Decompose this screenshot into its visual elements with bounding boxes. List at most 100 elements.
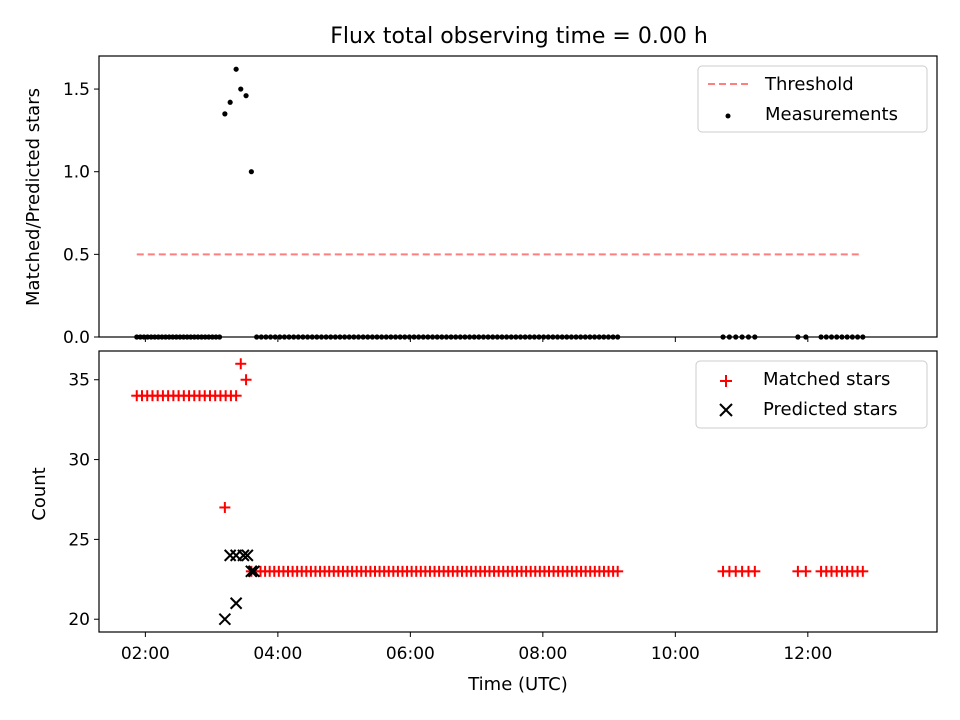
measurement-point: [828, 334, 835, 340]
legend-predicted-swatch: [719, 403, 733, 417]
measurement-point: [462, 334, 468, 340]
measurement-point: [610, 334, 616, 340]
measurement-point: [541, 334, 547, 340]
measurement-point: [476, 334, 482, 340]
measurement-point: [545, 334, 551, 340]
predicted-star-point: [237, 549, 250, 562]
matched-star-point: [219, 501, 231, 513]
bottom-y-axis-label: Count: [29, 467, 50, 520]
measurement-point: [374, 334, 380, 340]
measurement-point: [615, 334, 621, 340]
measurement-point: [155, 334, 161, 340]
bottom-x-tick-label: 02:00: [121, 644, 170, 664]
measurement-point: [587, 334, 593, 340]
chart-title: Flux total observing time = 0.00 h: [330, 24, 708, 49]
measurement-point: [238, 86, 244, 92]
measurement-point: [499, 334, 505, 340]
measurement-point: [188, 334, 194, 340]
bottom-plot-marks: [131, 358, 869, 626]
measurement-point: [392, 334, 399, 340]
top-y-axis-label: Matched/Predicted stars: [23, 88, 44, 306]
top-legend-box: [697, 65, 928, 133]
measurement-point: [494, 334, 500, 340]
measurement-point: [490, 334, 496, 340]
measurement-point: [295, 334, 301, 340]
measurement-point: [605, 334, 612, 340]
measurement-point: [531, 334, 537, 340]
predicted-star-point: [218, 613, 232, 626]
measurement-point: [152, 334, 158, 340]
bottom-y-ticks: 20 25 30 35: [68, 371, 99, 630]
measurement-point: [184, 334, 190, 340]
measurement-point: [406, 334, 413, 340]
measurement-point: [263, 334, 269, 340]
top-y-tick-label: 1.0: [63, 163, 90, 183]
measurement-point: [388, 334, 394, 340]
measurement-point: [272, 334, 278, 340]
predicted-star-point: [245, 565, 258, 578]
measurement-point: [365, 334, 371, 340]
measurement-point: [564, 334, 570, 340]
measurement-point: [397, 334, 403, 340]
bottom-x-tick-label: 06:00: [386, 644, 435, 664]
measurement-point: [159, 334, 165, 340]
measurement-point: [227, 99, 233, 105]
top-y-tick-label: 0.5: [63, 245, 90, 265]
measurement-point: [591, 334, 598, 340]
bottom-x-tick-label: 10:00: [651, 644, 700, 664]
measurement-point: [360, 334, 366, 340]
matched-star-point: [235, 358, 247, 370]
measurement-point: [170, 334, 176, 340]
measurement-point: [504, 334, 510, 340]
measurement-point: [198, 334, 205, 340]
measurement-point: [823, 334, 829, 340]
matched-star-point: [800, 565, 812, 577]
measurement-point: [209, 334, 215, 340]
measurement-point: [248, 169, 254, 175]
measurement-point: [745, 334, 752, 340]
measurement-point: [383, 334, 389, 340]
legend-matched-swatch: [720, 375, 732, 387]
measurement-point: [173, 334, 179, 340]
bottom-x-tick-label: 08:00: [518, 644, 567, 664]
measurement-point: [148, 334, 154, 340]
measurement-point: [720, 334, 726, 340]
measurement-point: [309, 334, 315, 340]
matched-star-point: [612, 565, 624, 577]
measurement-point: [332, 334, 338, 340]
measurement-point: [457, 334, 463, 340]
measurement-point: [202, 334, 208, 340]
measurement-point: [304, 334, 311, 340]
measurement-point: [141, 334, 147, 340]
measurement-point: [291, 334, 297, 340]
measurement-point: [726, 334, 732, 340]
measurement-point: [513, 334, 519, 340]
measurement-point: [191, 334, 197, 340]
measurement-point: [144, 334, 151, 340]
bottom-legend-box: [695, 360, 928, 429]
measurement-point: [550, 334, 556, 340]
measurement-point: [166, 334, 172, 340]
legend-measurements-label: Measurements: [765, 104, 898, 125]
matched-star-point: [230, 390, 242, 402]
measurement-point: [739, 334, 745, 340]
predicted-star-point: [247, 565, 261, 578]
top-panel: 0.0 0.5 1.0 1.5 Matched/Predicted stars Thr…: [23, 55, 938, 348]
legend-threshold-label: Threshold: [764, 74, 854, 95]
measurement-point: [527, 334, 533, 340]
measurement-point: [596, 334, 602, 340]
measurement-point: [854, 334, 861, 340]
measurement-point: [448, 334, 454, 340]
measurement-point: [420, 334, 426, 340]
measurement-point: [554, 334, 561, 340]
bottom-x-tick-label: 04:00: [253, 644, 302, 664]
measurement-point: [134, 334, 140, 340]
measurement-point: [536, 334, 542, 340]
measurement-point: [522, 334, 528, 340]
top-plot-marks: [134, 66, 866, 340]
matched-star-point: [857, 565, 869, 577]
measurement-point: [355, 334, 362, 340]
measurement-point: [453, 334, 459, 340]
measurement-point: [803, 334, 809, 340]
